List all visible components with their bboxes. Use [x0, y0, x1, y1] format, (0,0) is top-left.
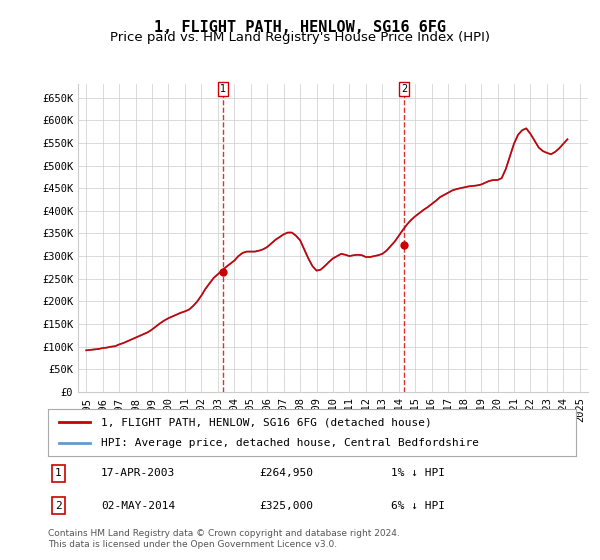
- Text: £325,000: £325,000: [259, 501, 313, 511]
- Text: Price paid vs. HM Land Registry's House Price Index (HPI): Price paid vs. HM Land Registry's House …: [110, 31, 490, 44]
- Text: 1, FLIGHT PATH, HENLOW, SG16 6FG: 1, FLIGHT PATH, HENLOW, SG16 6FG: [154, 20, 446, 35]
- Text: 2: 2: [55, 501, 62, 511]
- Text: 17-APR-2003: 17-APR-2003: [101, 468, 175, 478]
- Text: 2: 2: [401, 84, 407, 94]
- Text: 1: 1: [220, 84, 226, 94]
- Text: 02-MAY-2014: 02-MAY-2014: [101, 501, 175, 511]
- Text: Contains HM Land Registry data © Crown copyright and database right 2024.
This d: Contains HM Land Registry data © Crown c…: [48, 529, 400, 549]
- Text: 1, FLIGHT PATH, HENLOW, SG16 6FG (detached house): 1, FLIGHT PATH, HENLOW, SG16 6FG (detach…: [101, 417, 431, 427]
- Text: 6% ↓ HPI: 6% ↓ HPI: [391, 501, 445, 511]
- Text: HPI: Average price, detached house, Central Bedfordshire: HPI: Average price, detached house, Cent…: [101, 438, 479, 448]
- Text: 1: 1: [55, 468, 62, 478]
- Text: 1% ↓ HPI: 1% ↓ HPI: [391, 468, 445, 478]
- Text: £264,950: £264,950: [259, 468, 313, 478]
